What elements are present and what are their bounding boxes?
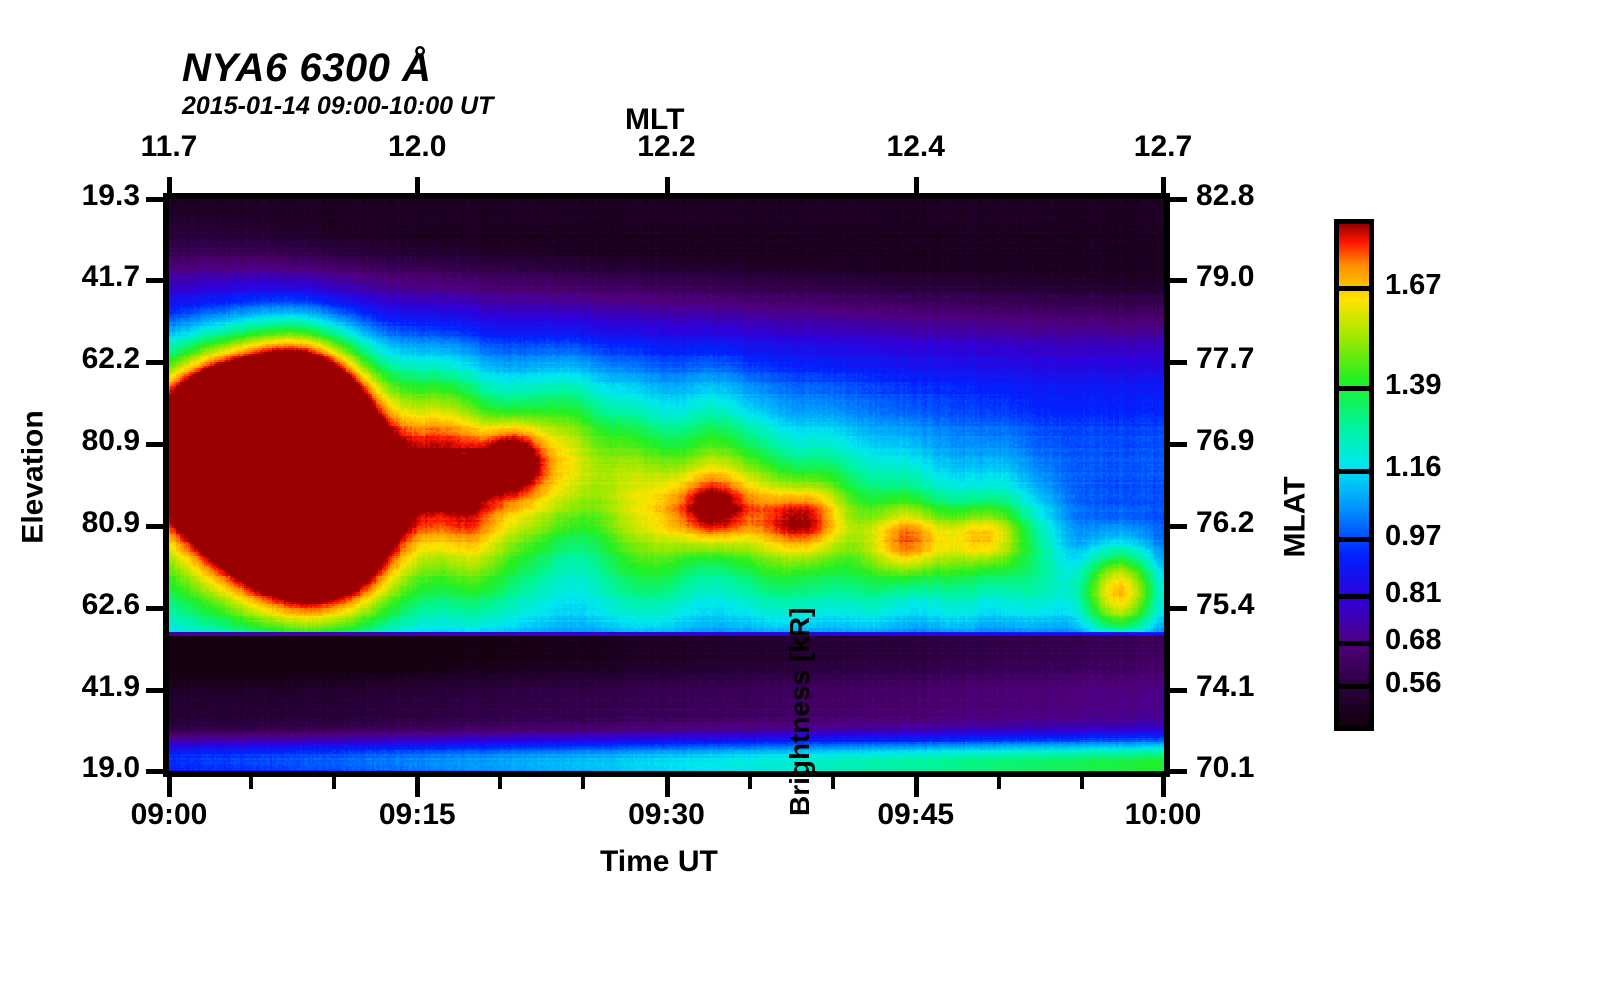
colorbar-tick-label: 1.39 <box>1385 368 1442 401</box>
left-tick-label: 41.9 <box>81 670 140 703</box>
left-tick-label: 62.2 <box>81 342 140 375</box>
colorbar-tick-label: 1.16 <box>1385 451 1442 484</box>
right-tick-label: 76.2 <box>1196 506 1255 539</box>
bottom-axis-label: Time UT <box>600 845 718 878</box>
colorbar-label: Brightness [kR] <box>784 607 815 816</box>
top-tick <box>415 177 421 193</box>
colorbar-tick-line <box>1334 468 1374 474</box>
left-tick <box>146 769 163 774</box>
right-tick <box>1170 606 1187 611</box>
page-title: NYA6 6300 Å <box>182 46 432 90</box>
bottom-tick <box>664 777 670 797</box>
colorbar-tick-line <box>1334 594 1374 600</box>
top-tick-label: 12.2 <box>637 130 696 163</box>
left-tick-label: 80.9 <box>81 424 140 457</box>
right-tick <box>1170 688 1187 693</box>
colorbar-tick-label: 0.81 <box>1385 576 1442 609</box>
colorbar-tick-line <box>1334 537 1374 543</box>
right-tick-label: 79.0 <box>1196 260 1255 293</box>
left-tick-label: 41.7 <box>81 260 140 293</box>
left-tick <box>146 606 163 611</box>
bottom-tick-label: 09:00 <box>130 798 208 831</box>
bottom-minor-tick <box>249 777 254 789</box>
right-tick <box>1170 360 1187 365</box>
top-tick <box>664 177 670 193</box>
top-tick-label: 12.4 <box>886 130 945 163</box>
top-tick <box>167 177 172 193</box>
bottom-tick-label: 09:30 <box>628 798 705 831</box>
right-axis-spine <box>1164 193 1170 777</box>
top-tick <box>1161 177 1166 193</box>
bottom-minor-tick <box>996 777 1001 789</box>
right-tick-label: 76.9 <box>1196 424 1255 457</box>
top-axis-spine <box>163 193 1170 199</box>
colorbar-tick-line <box>1334 386 1374 392</box>
right-tick-label: 75.4 <box>1196 588 1255 621</box>
top-tick <box>913 177 919 193</box>
left-tick-label: 62.6 <box>81 588 140 621</box>
right-tick-label: 82.8 <box>1196 179 1255 212</box>
bottom-tick-label: 09:15 <box>378 798 456 831</box>
colorbar <box>1334 219 1374 731</box>
right-tick <box>1170 442 1187 447</box>
bottom-minor-tick <box>830 777 835 789</box>
colorbar-tick-label: 1.67 <box>1385 268 1442 301</box>
left-tick <box>146 197 163 202</box>
bottom-tick-label: 10:00 <box>1124 798 1202 831</box>
top-tick-label: 12.0 <box>388 130 447 163</box>
colorbar-gradient <box>1339 224 1369 726</box>
keogram-plot-area <box>168 198 1165 772</box>
right-tick-label: 74.1 <box>1196 670 1255 703</box>
bottom-axis-spine <box>163 771 1170 777</box>
left-tick <box>146 688 163 693</box>
right-tick <box>1170 769 1187 774</box>
top-tick-label: 12.7 <box>1133 130 1193 163</box>
right-tick <box>1170 197 1187 202</box>
colorbar-tick-line <box>1334 286 1374 292</box>
bottom-tick <box>913 777 919 797</box>
keogram-image <box>168 198 1165 772</box>
right-tick-label: 77.7 <box>1196 342 1255 375</box>
left-tick <box>146 360 163 365</box>
page-subtitle: 2015-01-14 09:00-10:00 UT <box>182 92 494 120</box>
left-tick <box>146 278 163 283</box>
bottom-minor-tick <box>747 777 752 789</box>
colorbar-tick-label: 0.56 <box>1385 666 1442 699</box>
right-tick-label: 70.1 <box>1196 751 1255 784</box>
colorbar-tick-line <box>1334 641 1374 647</box>
left-tick-label: 80.9 <box>81 506 140 539</box>
bottom-tick <box>1161 777 1166 797</box>
top-tick-label: 11.7 <box>140 130 198 163</box>
bottom-minor-tick <box>332 777 337 789</box>
bottom-tick-label: 09:45 <box>877 798 955 831</box>
left-axis-spine <box>163 193 169 777</box>
bottom-minor-tick <box>498 777 503 789</box>
left-tick-label: 19.0 <box>81 751 140 784</box>
top-axis-label: MLT <box>625 103 685 136</box>
left-tick <box>146 442 163 447</box>
bottom-tick <box>415 777 421 797</box>
left-tick-label: 19.3 <box>81 179 140 212</box>
right-tick <box>1170 278 1187 283</box>
colorbar-tick-label: 0.97 <box>1385 519 1442 552</box>
left-tick <box>146 524 163 529</box>
bottom-tick <box>167 777 172 797</box>
colorbar-tick-line <box>1334 684 1374 690</box>
right-tick <box>1170 524 1187 529</box>
bottom-minor-tick <box>1079 777 1084 789</box>
bottom-minor-tick <box>581 777 586 789</box>
colorbar-tick-label: 0.68 <box>1385 623 1442 656</box>
